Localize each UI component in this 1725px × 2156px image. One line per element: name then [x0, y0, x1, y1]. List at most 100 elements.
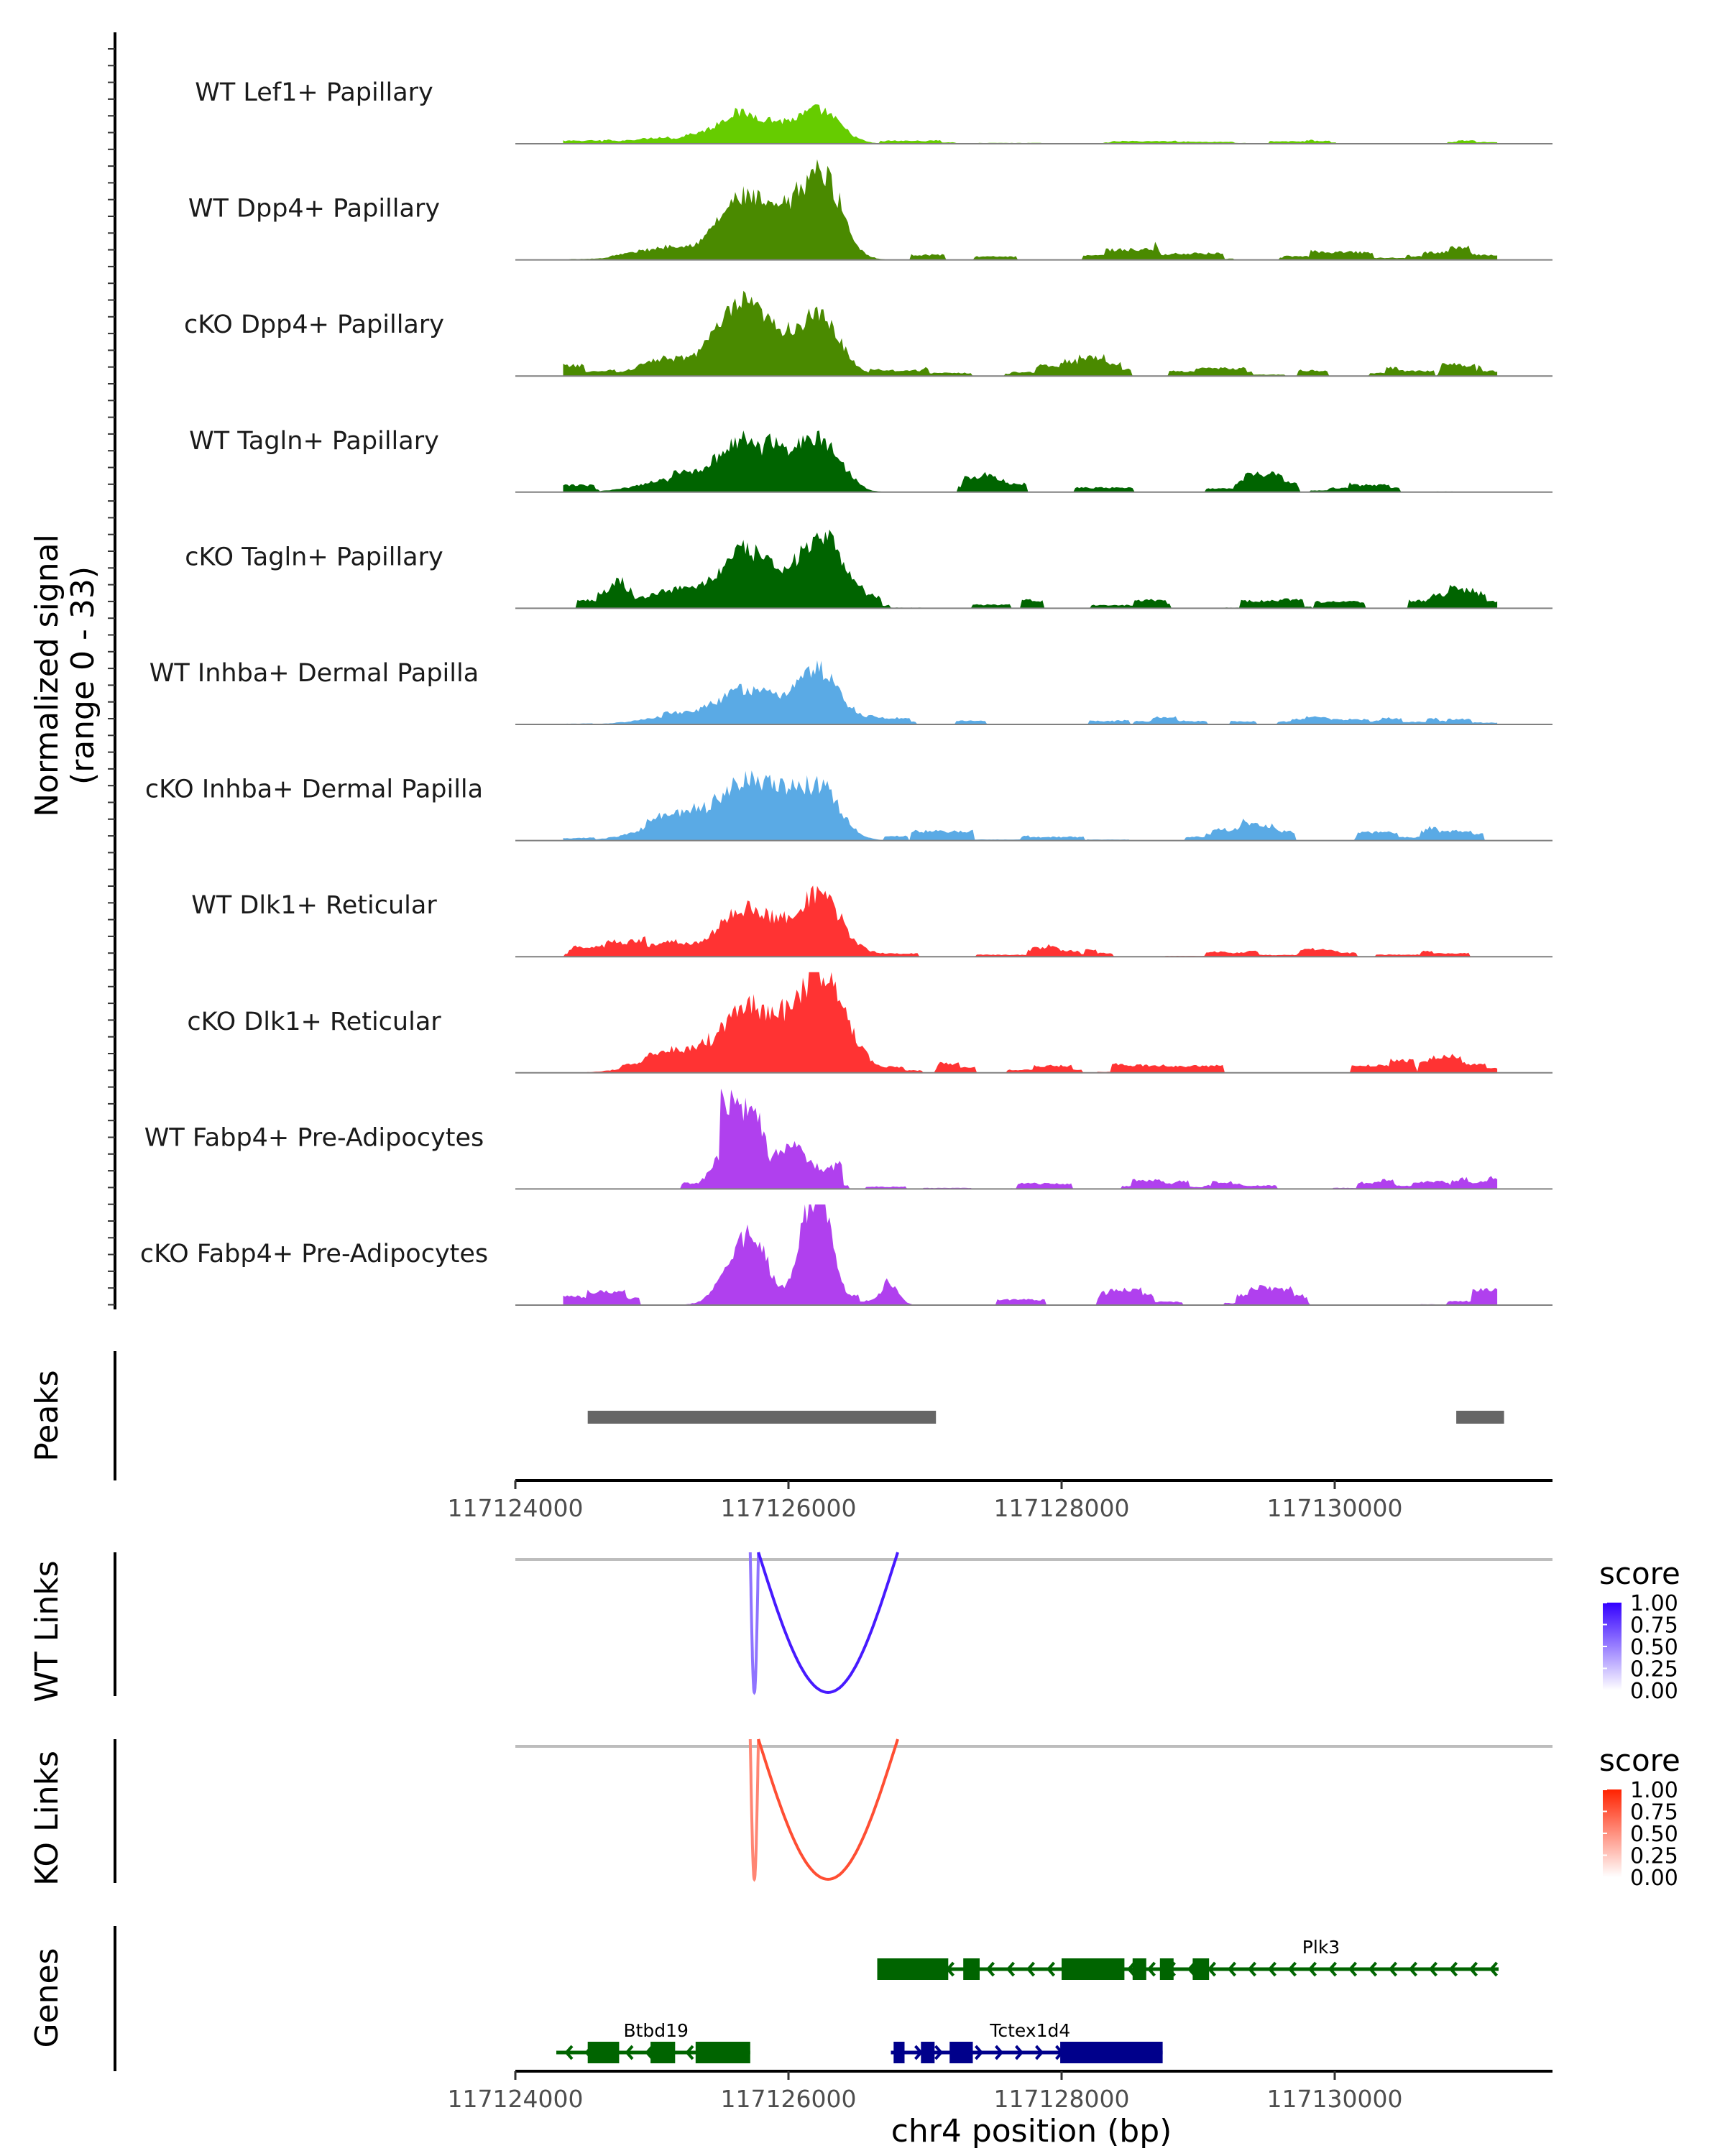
coverage-y-title-line2: (range 0 - 33): [65, 566, 101, 785]
gene-exon-Plk3-2: [963, 1958, 980, 1980]
gene-strand-arrow-Plk3: [1146, 1961, 1156, 1977]
gene-strand-arrow-Plk3: [1428, 1961, 1438, 1977]
gene-exon-Plk3-1: [877, 1958, 949, 1980]
gene-strand-arrow-Plk3: [1368, 1961, 1377, 1977]
gene-strand-arrow-Tctex1d4: [995, 2045, 1004, 2060]
genes-y-title: Genes: [29, 1948, 65, 2047]
coverage-area-1: [563, 104, 1498, 144]
coverage-area-7: [563, 770, 1498, 841]
legend-label-2-2: 0.75: [1630, 1800, 1678, 1825]
links-panels: 1.000.750.500.250.001.000.750.500.250.00: [114, 1552, 1678, 1891]
gene-exon-Plk3-4: [1132, 1958, 1146, 1980]
coverage-y-title-line1: Normalized signal: [29, 534, 65, 817]
peaks-panel: [114, 1351, 1504, 1480]
x-axis-bottom-tick-label-4: 117130000: [1267, 2085, 1403, 2113]
gene-label-Tctex1d4: Tctex1d4: [989, 2020, 1070, 2041]
link-arc-2-1: [748, 1738, 760, 1882]
x-axis-top-tick-label-1: 117124000: [448, 1494, 584, 1522]
x-axis-top-tick-label-2: 117126000: [721, 1494, 857, 1522]
x-axis-bottom-tick-label-2: 117126000: [721, 2085, 857, 2113]
gene-exon-Btbd19-2: [650, 2042, 676, 2063]
gene-strand-arrow-Btbd19: [685, 2045, 694, 2060]
gene-strand-arrow-Tctex1d4: [975, 2045, 984, 2060]
x-axis-bottom-tick-label-3: 117128000: [994, 2085, 1130, 2113]
track-label-3: cKO Dpp4+ Papillary: [184, 310, 444, 339]
wt-links-y-title: WT Links: [29, 1560, 65, 1702]
coverage-panel: WT Lef1+ Papillary WT Dpp4+ Papillary cKO …: [108, 32, 1552, 1309]
legend-label-2-1: 1.00: [1630, 1778, 1678, 1803]
ko-links-y-title: KO Links: [29, 1751, 65, 1886]
gene-strand-arrow-Btbd19: [625, 2045, 634, 2060]
gene-strand-arrow-Btbd19: [564, 2045, 574, 2060]
gene-strand-arrow-Plk3: [1026, 1961, 1035, 1977]
gene-strand-arrow-Tctex1d4: [1015, 2045, 1024, 2060]
peak-region-1: [587, 1411, 937, 1424]
gene-strand-arrow-Plk3: [1046, 1961, 1055, 1977]
legend-label-1-2: 0.75: [1630, 1613, 1678, 1639]
coverage-area-8: [563, 885, 1498, 957]
gene-strand-arrow-Plk3: [1006, 1961, 1015, 1977]
legend-label-2-4: 0.25: [1630, 1844, 1678, 1869]
peaks-y-title: Peaks: [29, 1370, 65, 1461]
gene-exon-Tctex1d4-4: [1060, 2042, 1163, 2063]
legend-label-1-5: 0.00: [1630, 1679, 1678, 1704]
gene-strand-arrow-Plk3: [1287, 1961, 1297, 1977]
peak-region-2: [1456, 1411, 1504, 1424]
coverage-area-9: [563, 972, 1498, 1073]
gene-exon-Btbd19-1: [587, 2042, 620, 2063]
link-arc-1-2: [757, 1552, 899, 1695]
gene-label-Btbd19: Btbd19: [623, 2020, 689, 2041]
gene-strand-arrow-Plk3: [985, 1961, 995, 1977]
gene-label-Plk3: Plk3: [1302, 1937, 1340, 1958]
track-label-8: WT Dlk1+ Reticular: [191, 891, 437, 920]
track-label-2: WT Dpp4+ Papillary: [188, 195, 440, 224]
gene-strand-arrow-Plk3: [1328, 1961, 1337, 1977]
gene-exon-Tctex1d4-3: [949, 2042, 973, 2063]
coverage-area-5: [563, 529, 1498, 609]
gene-strand-arrow-Tctex1d4: [1035, 2045, 1044, 2060]
x-axis-bottom: 117124000 117126000 117128000 117130000: [448, 2070, 1552, 2113]
coverage-area-3: [563, 290, 1498, 377]
coverage-area-2: [563, 159, 1498, 260]
coverage-area-6: [563, 660, 1498, 724]
gene-exon-Plk3-6: [1192, 1958, 1210, 1980]
gene-exon-Plk3-5: [1159, 1958, 1174, 1980]
wt-legend-title: score: [1599, 1556, 1680, 1591]
gene-strand-arrow-Plk3: [1408, 1961, 1417, 1977]
track-label-1: WT Lef1+ Papillary: [195, 78, 433, 107]
gene-strand-arrow-Plk3: [1247, 1961, 1256, 1977]
track-label-10: WT Fabp4+ Pre-Adipocytes: [144, 1123, 484, 1152]
gene-strand-arrow-Plk3: [1448, 1961, 1458, 1977]
genes-panel: Plk3 Btbd19 Tctex1d4: [114, 1926, 1499, 2071]
gene-exon-Btbd19-3: [695, 2042, 750, 2063]
ko-legend-title: score: [1599, 1743, 1680, 1778]
track-label-9: cKO Dlk1+ Reticular: [187, 1008, 441, 1036]
legend-label-1-4: 0.25: [1630, 1657, 1678, 1682]
coverage-area-10: [563, 1088, 1498, 1189]
legend-label-1-1: 1.00: [1630, 1591, 1678, 1616]
track-label-4: WT Tagln+ Papillary: [189, 427, 439, 456]
track-label-11: cKO Fabp4+ Pre-Adipocytes: [140, 1240, 488, 1268]
x-axis-bottom-tick-label-1: 117124000: [448, 2085, 584, 2113]
gene-exon-Plk3-3: [1062, 1958, 1125, 1980]
x-axis-top: 117124000 117126000 117128000 117130000: [448, 1479, 1552, 1522]
x-axis-top-tick-label-4: 117130000: [1267, 1494, 1403, 1522]
gene-strand-arrow-Plk3: [1207, 1961, 1216, 1977]
gene-strand-arrow-Tctex1d4: [934, 2045, 944, 2060]
link-arc-1-1: [748, 1552, 760, 1695]
coverage-area-11: [563, 1204, 1498, 1305]
gene-exon-Tctex1d4-2: [921, 2042, 935, 2063]
gene-strand-arrow-Plk3: [1267, 1961, 1276, 1977]
track-label-7: cKO Inhba+ Dermal Papilla: [145, 775, 483, 804]
gene-strand-arrow-Plk3: [1348, 1961, 1357, 1977]
track-label-6: WT Inhba+ Dermal Papilla: [150, 659, 479, 688]
legend-label-2-3: 0.50: [1630, 1822, 1678, 1847]
gene-strand-arrow-Plk3: [1468, 1961, 1478, 1977]
x-axis-top-tick-label-3: 117128000: [994, 1494, 1130, 1522]
gene-strand-arrow-Plk3: [1307, 1961, 1317, 1977]
gene-strand-arrow-Plk3: [1489, 1961, 1498, 1977]
gene-exon-Tctex1d4-1: [893, 2042, 905, 2063]
gene-strand-arrow-Plk3: [1388, 1961, 1397, 1977]
coverage-area-4: [563, 430, 1498, 492]
